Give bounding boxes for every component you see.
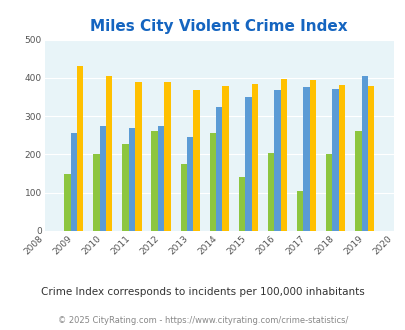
Bar [209, 133, 215, 231]
Bar [280, 79, 286, 231]
Bar [267, 152, 273, 231]
Bar [186, 137, 193, 231]
Bar [296, 191, 303, 231]
Bar [325, 154, 332, 231]
Bar [222, 86, 228, 231]
Bar [273, 90, 280, 231]
Bar [151, 131, 158, 231]
Bar [93, 154, 99, 231]
Bar [70, 133, 77, 231]
Bar [77, 66, 83, 231]
Bar [309, 80, 315, 231]
Bar [354, 131, 360, 231]
Bar [332, 88, 338, 231]
Bar [180, 164, 186, 231]
Bar [215, 107, 222, 231]
Bar [64, 174, 70, 231]
Bar [360, 76, 367, 231]
Bar [158, 126, 164, 231]
Bar [251, 84, 257, 231]
Text: © 2025 CityRating.com - https://www.cityrating.com/crime-statistics/: © 2025 CityRating.com - https://www.city… [58, 315, 347, 325]
Bar [122, 144, 128, 231]
Bar [338, 85, 344, 231]
Bar [135, 82, 141, 231]
Bar [164, 82, 170, 231]
Bar [245, 97, 251, 231]
Bar [106, 76, 112, 231]
Bar [99, 126, 106, 231]
Title: Miles City Violent Crime Index: Miles City Violent Crime Index [90, 19, 347, 34]
Bar [128, 128, 135, 231]
Bar [238, 178, 245, 231]
Bar [367, 86, 373, 231]
Text: Crime Index corresponds to incidents per 100,000 inhabitants: Crime Index corresponds to incidents per… [41, 287, 364, 297]
Bar [193, 90, 199, 231]
Bar [303, 87, 309, 231]
